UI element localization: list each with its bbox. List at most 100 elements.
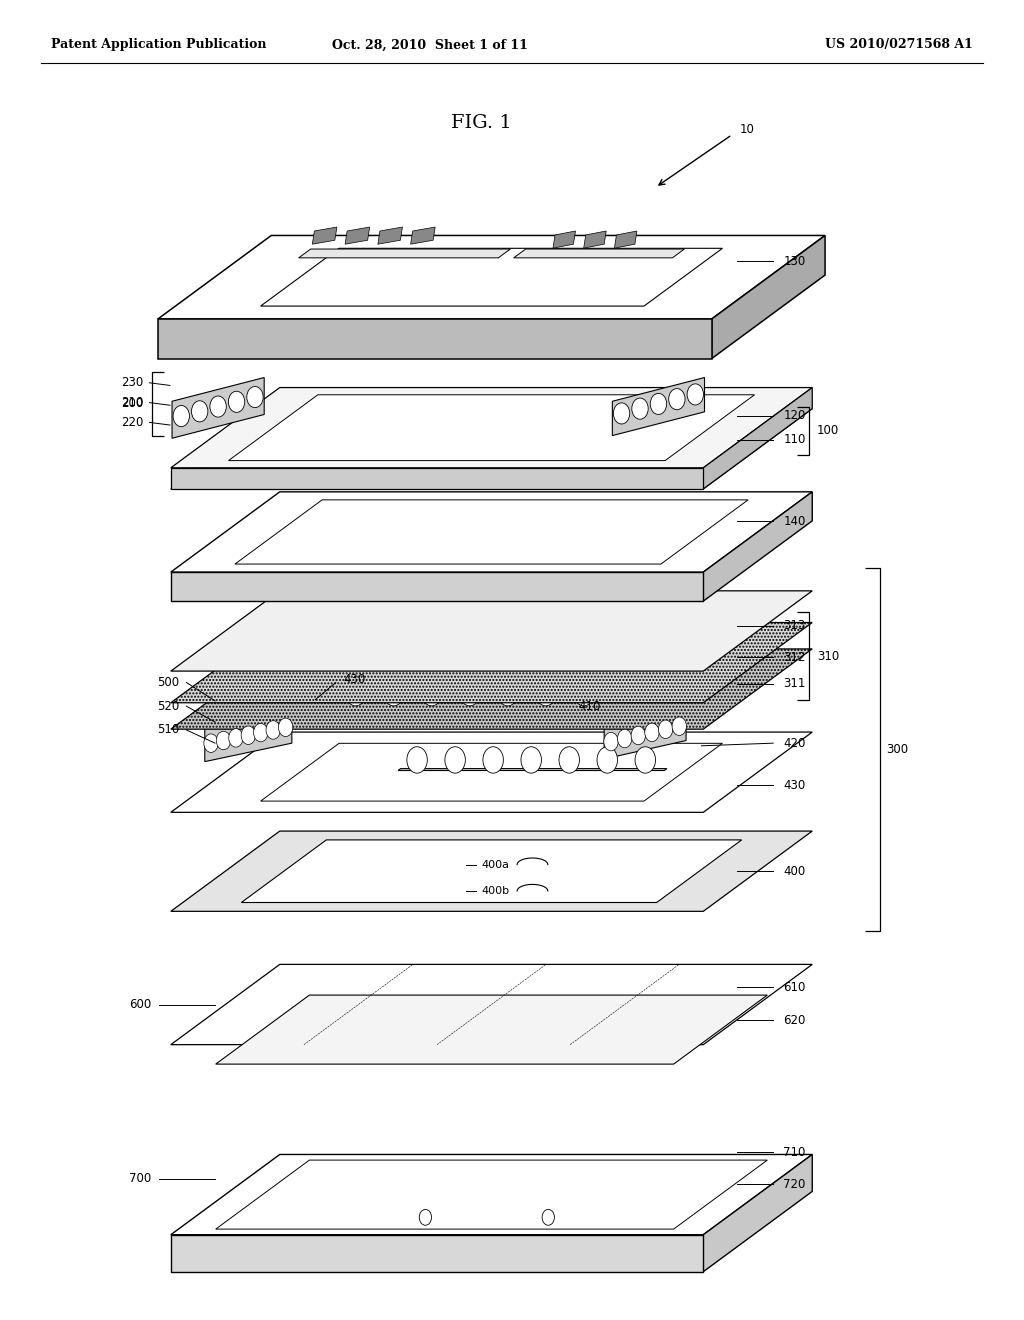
Circle shape bbox=[444, 747, 465, 774]
Polygon shape bbox=[228, 395, 755, 461]
Polygon shape bbox=[703, 492, 812, 601]
Polygon shape bbox=[242, 840, 741, 903]
Text: 620: 620 bbox=[783, 1014, 806, 1027]
Circle shape bbox=[419, 1209, 431, 1225]
Polygon shape bbox=[703, 388, 812, 488]
Circle shape bbox=[559, 747, 580, 774]
Text: FIG. 1: FIG. 1 bbox=[451, 114, 512, 132]
Circle shape bbox=[542, 1209, 554, 1225]
Circle shape bbox=[247, 387, 263, 408]
Circle shape bbox=[204, 734, 218, 752]
Circle shape bbox=[650, 393, 667, 414]
Polygon shape bbox=[171, 572, 703, 601]
Circle shape bbox=[483, 747, 504, 774]
Circle shape bbox=[228, 729, 243, 747]
Polygon shape bbox=[553, 231, 575, 248]
Text: 400: 400 bbox=[783, 865, 806, 878]
Circle shape bbox=[345, 680, 366, 706]
Circle shape bbox=[498, 680, 518, 706]
Text: 313: 313 bbox=[783, 619, 806, 632]
Circle shape bbox=[658, 721, 673, 739]
Circle shape bbox=[635, 747, 655, 774]
Polygon shape bbox=[398, 768, 667, 771]
Circle shape bbox=[669, 388, 685, 409]
Polygon shape bbox=[171, 492, 812, 572]
Polygon shape bbox=[171, 591, 812, 671]
Polygon shape bbox=[216, 995, 767, 1064]
Text: 500: 500 bbox=[157, 676, 179, 689]
Circle shape bbox=[242, 726, 256, 744]
Circle shape bbox=[573, 680, 594, 706]
Circle shape bbox=[613, 403, 630, 424]
Text: 210: 210 bbox=[121, 396, 143, 409]
Polygon shape bbox=[260, 248, 723, 306]
Polygon shape bbox=[584, 231, 606, 248]
Text: 420: 420 bbox=[783, 737, 806, 750]
Text: 310: 310 bbox=[817, 649, 840, 663]
Circle shape bbox=[597, 747, 617, 774]
Text: 220: 220 bbox=[121, 416, 143, 429]
Text: Patent Application Publication: Patent Application Publication bbox=[51, 38, 266, 51]
Polygon shape bbox=[171, 965, 812, 1044]
Polygon shape bbox=[614, 231, 637, 248]
Polygon shape bbox=[205, 706, 292, 762]
Polygon shape bbox=[337, 701, 605, 704]
Polygon shape bbox=[171, 623, 812, 702]
Text: 700: 700 bbox=[129, 1172, 152, 1185]
Circle shape bbox=[228, 391, 245, 412]
Text: 300: 300 bbox=[886, 743, 908, 755]
Polygon shape bbox=[234, 500, 749, 564]
Text: 400a: 400a bbox=[481, 859, 509, 870]
Text: 110: 110 bbox=[783, 433, 806, 446]
Circle shape bbox=[407, 747, 427, 774]
Circle shape bbox=[617, 729, 632, 747]
Text: 100: 100 bbox=[817, 425, 840, 437]
Circle shape bbox=[173, 405, 189, 426]
Circle shape bbox=[631, 726, 645, 744]
Text: 510: 510 bbox=[157, 723, 179, 737]
Circle shape bbox=[536, 680, 556, 706]
Polygon shape bbox=[171, 649, 812, 729]
Polygon shape bbox=[514, 249, 684, 257]
Circle shape bbox=[460, 680, 480, 706]
Polygon shape bbox=[260, 743, 723, 801]
Circle shape bbox=[521, 747, 542, 774]
Polygon shape bbox=[712, 235, 825, 359]
Polygon shape bbox=[158, 319, 712, 359]
Polygon shape bbox=[312, 227, 337, 244]
Circle shape bbox=[632, 399, 648, 420]
Text: US 2010/0271568 A1: US 2010/0271568 A1 bbox=[825, 38, 973, 51]
Polygon shape bbox=[612, 378, 705, 436]
Polygon shape bbox=[158, 235, 825, 319]
Polygon shape bbox=[171, 1155, 812, 1234]
Polygon shape bbox=[171, 388, 812, 467]
Text: 430: 430 bbox=[783, 779, 806, 792]
Text: 610: 610 bbox=[783, 981, 806, 994]
Circle shape bbox=[210, 396, 226, 417]
Text: 130: 130 bbox=[783, 255, 806, 268]
Circle shape bbox=[422, 680, 442, 706]
Polygon shape bbox=[299, 249, 510, 257]
Polygon shape bbox=[171, 1234, 703, 1271]
Polygon shape bbox=[171, 409, 812, 488]
Polygon shape bbox=[378, 227, 402, 244]
Text: 520: 520 bbox=[157, 700, 179, 713]
Circle shape bbox=[191, 401, 208, 422]
Text: 10: 10 bbox=[739, 123, 755, 136]
Circle shape bbox=[216, 731, 230, 750]
Text: Oct. 28, 2010  Sheet 1 of 11: Oct. 28, 2010 Sheet 1 of 11 bbox=[332, 38, 528, 51]
Polygon shape bbox=[604, 706, 686, 759]
Circle shape bbox=[687, 384, 703, 405]
Circle shape bbox=[279, 718, 293, 737]
Circle shape bbox=[266, 721, 281, 739]
Text: 720: 720 bbox=[783, 1177, 806, 1191]
Circle shape bbox=[645, 723, 659, 742]
Circle shape bbox=[604, 733, 618, 751]
Text: 400b: 400b bbox=[481, 886, 509, 896]
Text: 230: 230 bbox=[121, 376, 143, 389]
Text: 600: 600 bbox=[129, 998, 152, 1011]
Text: 710: 710 bbox=[783, 1146, 806, 1159]
Polygon shape bbox=[411, 227, 435, 244]
Polygon shape bbox=[345, 227, 370, 244]
Polygon shape bbox=[171, 832, 812, 911]
